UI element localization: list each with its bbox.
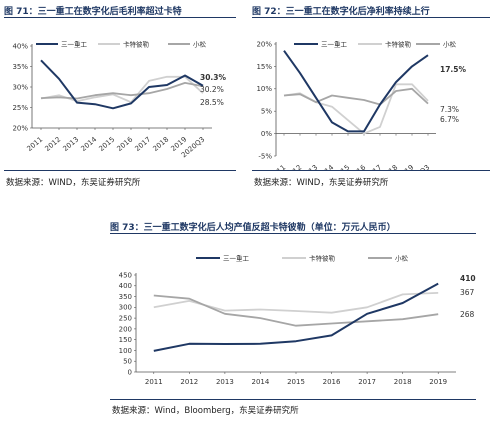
x-tick-label: 2012 — [43, 135, 62, 153]
x-tick-label: 2014 — [79, 135, 98, 153]
x-tick-label: 2013 — [300, 163, 319, 170]
legend-label-cat: 卡特彼勒 — [385, 39, 412, 48]
y-tick-label: 50 — [123, 358, 132, 366]
y-tick-label: 400 — [119, 282, 132, 290]
x-tick-label: 2016 — [348, 163, 367, 170]
legend-label-komatsu: 小松 — [443, 39, 457, 48]
x-tick-label: 2019 — [429, 378, 447, 386]
end-label-sany: 17.5% — [440, 65, 467, 74]
x-tick-label: 2015 — [97, 135, 116, 153]
figure-72-title: 图 72：三一重工在数字化后净利率持续上行 — [252, 7, 430, 17]
x-tick-label: 2017 — [358, 378, 376, 386]
x-tick-label: 2011 — [268, 163, 287, 170]
series-line-komatsu — [40, 82, 204, 100]
x-tick-label: 2012 — [284, 163, 303, 170]
figure-73-source-rule — [110, 399, 476, 400]
y-tick-label: 250 — [119, 315, 132, 323]
series-line-sany — [153, 282, 439, 352]
x-tick-label: 2016 — [323, 378, 341, 386]
figure-71-title: 图 71：三一重工在数字化后毛利率超过卡特 — [4, 7, 182, 17]
x-tick-label: 2015 — [287, 378, 305, 386]
figure-73-title: 图 73：三一重工数字化后人均产值反超卡特彼勒（单位：万元人民币） — [110, 223, 396, 233]
legend-label-komatsu: 小松 — [395, 253, 409, 262]
x-tick-label: 2018 — [380, 163, 399, 170]
y-tick-label: 0% — [261, 130, 272, 138]
y-tick-label: 150 — [119, 336, 132, 344]
legend-label-komatsu: 小松 — [193, 39, 207, 48]
x-tick-label: 2013 — [216, 378, 234, 386]
series-line-komatsu — [153, 294, 439, 327]
x-tick-label: 2017 — [364, 163, 383, 170]
x-tick-label: 2011 — [145, 378, 163, 386]
y-tick-label: 35% — [12, 63, 28, 71]
x-tick-label: 2013 — [61, 135, 80, 153]
end-label-sany: 410 — [460, 274, 476, 283]
y-tick-label: 25% — [12, 104, 28, 112]
end-label-cat: 7.3% — [440, 105, 459, 114]
y-tick-label: -5% — [258, 152, 272, 160]
legend-label-cat: 卡特彼勒 — [123, 39, 150, 48]
y-tick-label: 40% — [12, 42, 28, 50]
legend-label-cat: 卡特彼勒 — [309, 253, 336, 262]
y-tick-label: 20% — [12, 124, 28, 132]
figure-71-title-rule — [4, 17, 236, 18]
figure-72-title-rule — [252, 17, 490, 18]
y-tick-label: 10% — [256, 85, 272, 93]
figure-71-chart: 20%25%30%35%40%2011 2012 2013 2014 2015 2016 2… — [12, 39, 227, 159]
y-tick-label: 300 — [119, 304, 132, 312]
y-tick-label: 450 — [119, 271, 132, 279]
figure-72-source-rule — [252, 170, 490, 171]
x-tick-label: 2019 — [396, 163, 415, 170]
y-tick-label: 100 — [119, 347, 132, 355]
end-label-komatsu: 30.2% — [200, 85, 224, 94]
figure-72-chart: -5% 0% 5% 10% 15% 20% 201120122013201420152016… — [256, 39, 467, 170]
y-tick-label: 30% — [12, 83, 28, 91]
figure-71-source-rule — [4, 170, 236, 171]
x-tick-label: 2017 — [133, 135, 152, 153]
figure-73-chart: 0 50 100 150 200 250 300 350 400 450 2011 2012 2013 2… — [119, 253, 476, 386]
y-tick-label: 5% — [261, 108, 272, 116]
end-label-sany: 30.3% — [200, 73, 227, 82]
figure-71-source: 数据来源：WIND，东吴证券研究所 — [6, 178, 141, 188]
series-line-sany — [40, 59, 204, 110]
figure-73-source: 数据来源：Wind，Bloomberg，东吴证券研究所 — [112, 406, 299, 416]
series-line-cat — [153, 292, 439, 314]
x-tick-label: 2015 — [332, 163, 351, 170]
figure-72-source: 数据来源：WIND，东吴证券研究所 — [254, 178, 389, 188]
x-tick-label: 2014 — [316, 163, 335, 170]
series-line-cat — [283, 83, 429, 135]
y-tick-label: 200 — [119, 325, 132, 333]
x-tick-label: 2018 — [151, 135, 170, 153]
series-line-sany — [283, 50, 429, 133]
x-tick-label: 2012 — [180, 378, 198, 386]
y-tick-label: 15% — [256, 63, 272, 71]
x-tick-label: 2014 — [252, 378, 270, 386]
x-tick-label: 2011 — [25, 135, 44, 153]
legend-label-sany: 三一重工 — [321, 40, 348, 48]
x-tick-label: 2016 — [115, 135, 134, 153]
y-tick-label: 0 — [128, 368, 132, 376]
y-tick-label: 20% — [256, 40, 272, 48]
end-label-cat: 28.5% — [200, 98, 224, 107]
legend-label-sany: 三一重工 — [223, 254, 250, 262]
legend-label-sany: 三一重工 — [61, 40, 88, 48]
x-tick-label: 2018 — [394, 378, 412, 386]
series-line-komatsu — [283, 87, 429, 106]
y-tick-label: 350 — [119, 293, 132, 301]
end-label-komatsu: 6.7% — [440, 115, 459, 124]
end-label-komatsu: 268 — [460, 310, 475, 319]
figure-73-title-rule — [110, 233, 476, 234]
end-label-cat: 367 — [460, 288, 475, 297]
